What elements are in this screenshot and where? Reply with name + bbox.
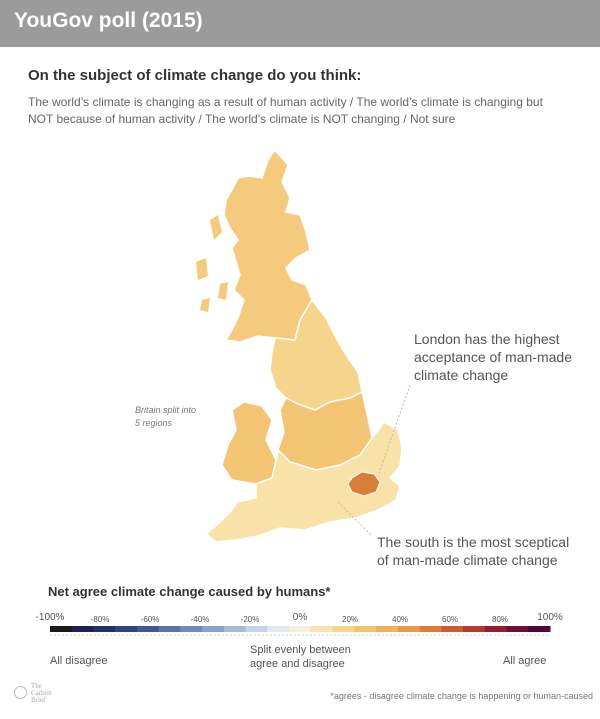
legend-swatch — [332, 626, 355, 632]
page-title: YouGov poll (2015) — [14, 9, 203, 32]
legend-swatch — [289, 626, 312, 632]
legend-swatch — [310, 626, 334, 632]
annotation-london: London has the highest acceptance of man… — [414, 330, 584, 384]
legend-tick-label: -60% — [140, 615, 160, 624]
legend-tick-label: 60% — [441, 615, 459, 624]
carbon-brief-logo: The Carbon Brief — [14, 683, 74, 709]
logo-circle-icon — [14, 686, 27, 699]
legend-swatch — [484, 626, 508, 632]
london-leader-line — [377, 384, 411, 477]
legend-tick-label: 100% — [537, 612, 563, 623]
legend-swatch — [528, 626, 551, 632]
legend-title: Net agree climate change caused by human… — [48, 584, 331, 599]
legend-tick-label: -20% — [240, 615, 260, 624]
legend-swatch — [93, 626, 116, 632]
region-london — [347, 471, 381, 497]
legend-swatch — [354, 626, 377, 632]
region-scotland-islands — [196, 215, 228, 312]
annotation-south-line-2: of man-made climate change — [377, 552, 558, 568]
legend-swatch — [267, 626, 290, 632]
logo-line-3: Brief — [31, 696, 46, 704]
answers-line-1: The world’s climate is changing as a res… — [28, 95, 543, 109]
legend-swatch — [115, 626, 138, 632]
legend-swatch — [397, 626, 421, 632]
logo-text: The Carbon Brief — [31, 683, 71, 704]
annotation-london-line-2: acceptance of man-made — [414, 349, 572, 365]
header-bar: YouGov poll (2015) — [0, 0, 600, 47]
logo-line-2: Carbon — [31, 689, 52, 697]
logo-line-1: The — [31, 682, 42, 690]
legend-swatch — [180, 626, 203, 632]
poll-question: On the subject of climate change do you … — [28, 67, 362, 84]
legend-swatch — [223, 626, 247, 632]
legend-swatch — [376, 626, 399, 632]
legend-tick-label: -80% — [90, 615, 110, 624]
map-note-line-1: Britain split into — [135, 405, 197, 415]
footnote: *agrees - disagree climate change is hap… — [330, 691, 593, 701]
legend-swatch — [441, 626, 464, 632]
legend-swatch — [158, 626, 181, 632]
region-south-england — [204, 421, 403, 543]
legend-tick-label: 20% — [341, 615, 359, 624]
legend-swatch — [71, 626, 94, 632]
legend-tick-label: 80% — [491, 615, 509, 624]
legend-tick-label: 40% — [391, 615, 409, 624]
map-note: Britain split into 5 regions — [135, 404, 225, 430]
annotation-south: The south is the most sceptical of man-m… — [377, 533, 577, 569]
legend-swatch — [50, 626, 73, 632]
legend-tick-label: -40% — [190, 615, 210, 624]
legend-swatch — [136, 626, 160, 632]
south-leader-line — [337, 501, 373, 537]
annotation-london-line-3: climate change — [414, 367, 509, 383]
legend-desc-right: All agree — [503, 655, 547, 667]
region-scotland — [223, 148, 313, 343]
legend-swatch — [506, 626, 529, 632]
legend-swatch — [202, 626, 225, 632]
legend-tick-label: -100% — [35, 612, 65, 623]
legend-swatch — [245, 626, 268, 632]
legend-desc-left: All disagree — [50, 655, 108, 667]
answers-line-2: NOT because of human activity / The worl… — [28, 112, 456, 126]
annotation-south-line-1: The south is the most sceptical — [377, 534, 570, 550]
annotation-london-line-1: London has the highest — [414, 331, 560, 347]
legend-tick-label: 0% — [292, 612, 308, 623]
legend-swatch — [463, 626, 486, 632]
legend-desc-mid: Split evenly between agree and disagree — [250, 644, 351, 670]
poll-answers: The world’s climate is changing as a res… — [28, 94, 573, 128]
map-note-line-2: 5 regions — [135, 418, 173, 428]
legend-swatch — [419, 626, 442, 632]
